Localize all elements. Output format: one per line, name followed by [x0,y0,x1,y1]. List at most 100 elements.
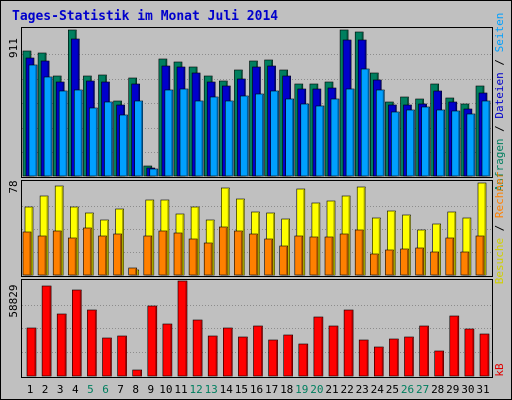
x-tick-label-17: 17 [265,383,278,396]
x-tick-label-20: 20 [310,383,323,396]
bar-kb-day-12 [192,319,203,377]
bar-seiten-day-8 [134,100,143,177]
x-tick-label-22: 22 [340,383,353,396]
bar-rechner-day-1 [22,231,32,276]
bar-kb-day-15 [238,336,248,377]
x-tick-label-16: 16 [250,383,263,396]
bar-seiten-day-25 [391,111,400,177]
bar-seiten-day-1 [28,64,38,177]
x-tick-label-5: 5 [87,383,94,396]
bar-seiten-day-31 [481,100,491,177]
bar-rechner-day-20 [309,236,319,276]
x-tick-label-12: 12 [189,383,202,396]
bar-rechner-day-29 [445,237,455,276]
mid-legend-part-1: Besuche [493,238,506,284]
bar-rechner-day-7 [113,233,122,276]
x-axis-tick-labels: 1 2 3 4 5 6 7 8 9 10 11 12 13 14 15 16 17 18 19 20 21 22 23 24 2… [27,383,490,396]
bar-kb-day-24 [373,346,384,377]
bar-seiten-day-4 [74,89,83,177]
bar-kb-day-26 [404,336,414,377]
x-tick-label-19: 19 [295,383,308,396]
x-tick-label-1: 1 [27,383,34,396]
bottom-panel-ymax-label: 58829 [7,284,20,317]
x-tick-label-23: 23 [356,383,369,396]
x-tick-label-4: 4 [72,383,79,396]
x-tick-label-26: 26 [401,383,414,396]
x-tick-label-31: 31 [476,383,489,396]
bar-seiten-day-18 [285,98,295,177]
bar-rechner-day-16 [249,233,258,276]
x-tick-label-21: 21 [325,383,338,396]
bar-seiten-day-22 [345,88,355,177]
bar-kb-day-21 [328,325,339,377]
bar-kb-day-16 [253,325,263,377]
mid-panel-ymax-label: 78 [7,180,20,193]
x-tick-label-10: 10 [159,383,172,396]
bar-seiten-day-10 [164,89,174,177]
bar-rechner-day-5 [83,227,92,276]
bar-seiten-day-7 [119,114,128,177]
bar-rechner-day-10 [158,230,168,276]
bar-seiten-day-30 [466,113,476,177]
chart-title: Tages-Statistik im Monat Juli 2014 [12,9,278,24]
bar-kb-day-27 [419,325,429,377]
x-tick-label-14: 14 [220,383,234,396]
bar-seiten-day-28 [436,109,446,177]
bar-seiten-day-29 [451,110,461,177]
bar-seiten-day-9 [149,168,159,177]
mid-legend-part-3: Rechner [493,171,506,218]
bar-rechner-day-13 [203,242,213,276]
x-tick-label-2: 2 [42,383,49,396]
bar-seiten-day-14 [225,100,234,177]
bar-kb-day-29 [449,315,460,377]
bar-kb-day-14 [223,327,233,377]
bar-kb-day-8 [132,369,142,377]
x-tick-label-27: 27 [416,383,429,396]
bar-kb-day-10 [162,323,173,377]
x-tick-label-3: 3 [57,383,64,396]
top-legend-part-4: / [493,52,506,72]
bar-seiten-day-16 [255,93,264,177]
x-tick-label-9: 9 [147,383,154,396]
bar-kb-day-18 [283,334,294,377]
bar-kb-day-9 [147,305,158,377]
bar-rechner-day-26 [400,248,409,276]
top-legend-part-2: / [493,119,506,139]
bar-rechner-day-8 [128,267,137,276]
mid-legend-part-2: / [493,218,506,238]
bar-rechner-day-17 [264,238,273,276]
bar-rechner-day-21 [324,236,334,276]
bar-rechner-day-28 [430,251,440,276]
bar-kb-day-2 [41,285,52,377]
x-tick-label-15: 15 [235,383,248,396]
bar-kb-day-1 [26,327,37,377]
bar-kb-day-4 [72,289,82,377]
bar-kb-day-22 [343,309,354,377]
bar-rechner-day-4 [68,237,77,276]
bar-kb-day-17 [268,339,278,377]
bar-seiten-day-20 [315,105,325,177]
bar-rechner-day-9 [143,235,153,276]
x-tick-label-18: 18 [280,383,293,396]
bar-seiten-day-26 [406,109,415,177]
bar-seiten-day-17 [270,90,279,177]
x-tick-label-13: 13 [205,383,218,396]
x-tick-label-6: 6 [102,383,109,396]
top-legend-part-3: Dateien [493,72,506,118]
bar-kb-day-13 [207,335,218,377]
x-tick-label-30: 30 [461,383,474,396]
bar-seiten-day-5 [89,107,98,177]
x-tick-label-7: 7 [117,383,124,396]
bottom-legend-part-1: kB [493,363,506,377]
bar-seiten-day-27 [421,106,430,177]
x-tick-label-29: 29 [446,383,459,396]
bar-kb-day-23 [358,339,369,377]
bar-rechner-day-18 [279,245,289,276]
bar-rechner-day-25 [385,249,394,276]
bar-rechner-day-22 [339,233,349,276]
bar-rechner-day-14 [219,226,228,276]
bar-kb-day-7 [117,335,127,377]
bar-seiten-day-12 [194,100,204,177]
bar-rechner-day-27 [415,247,424,276]
